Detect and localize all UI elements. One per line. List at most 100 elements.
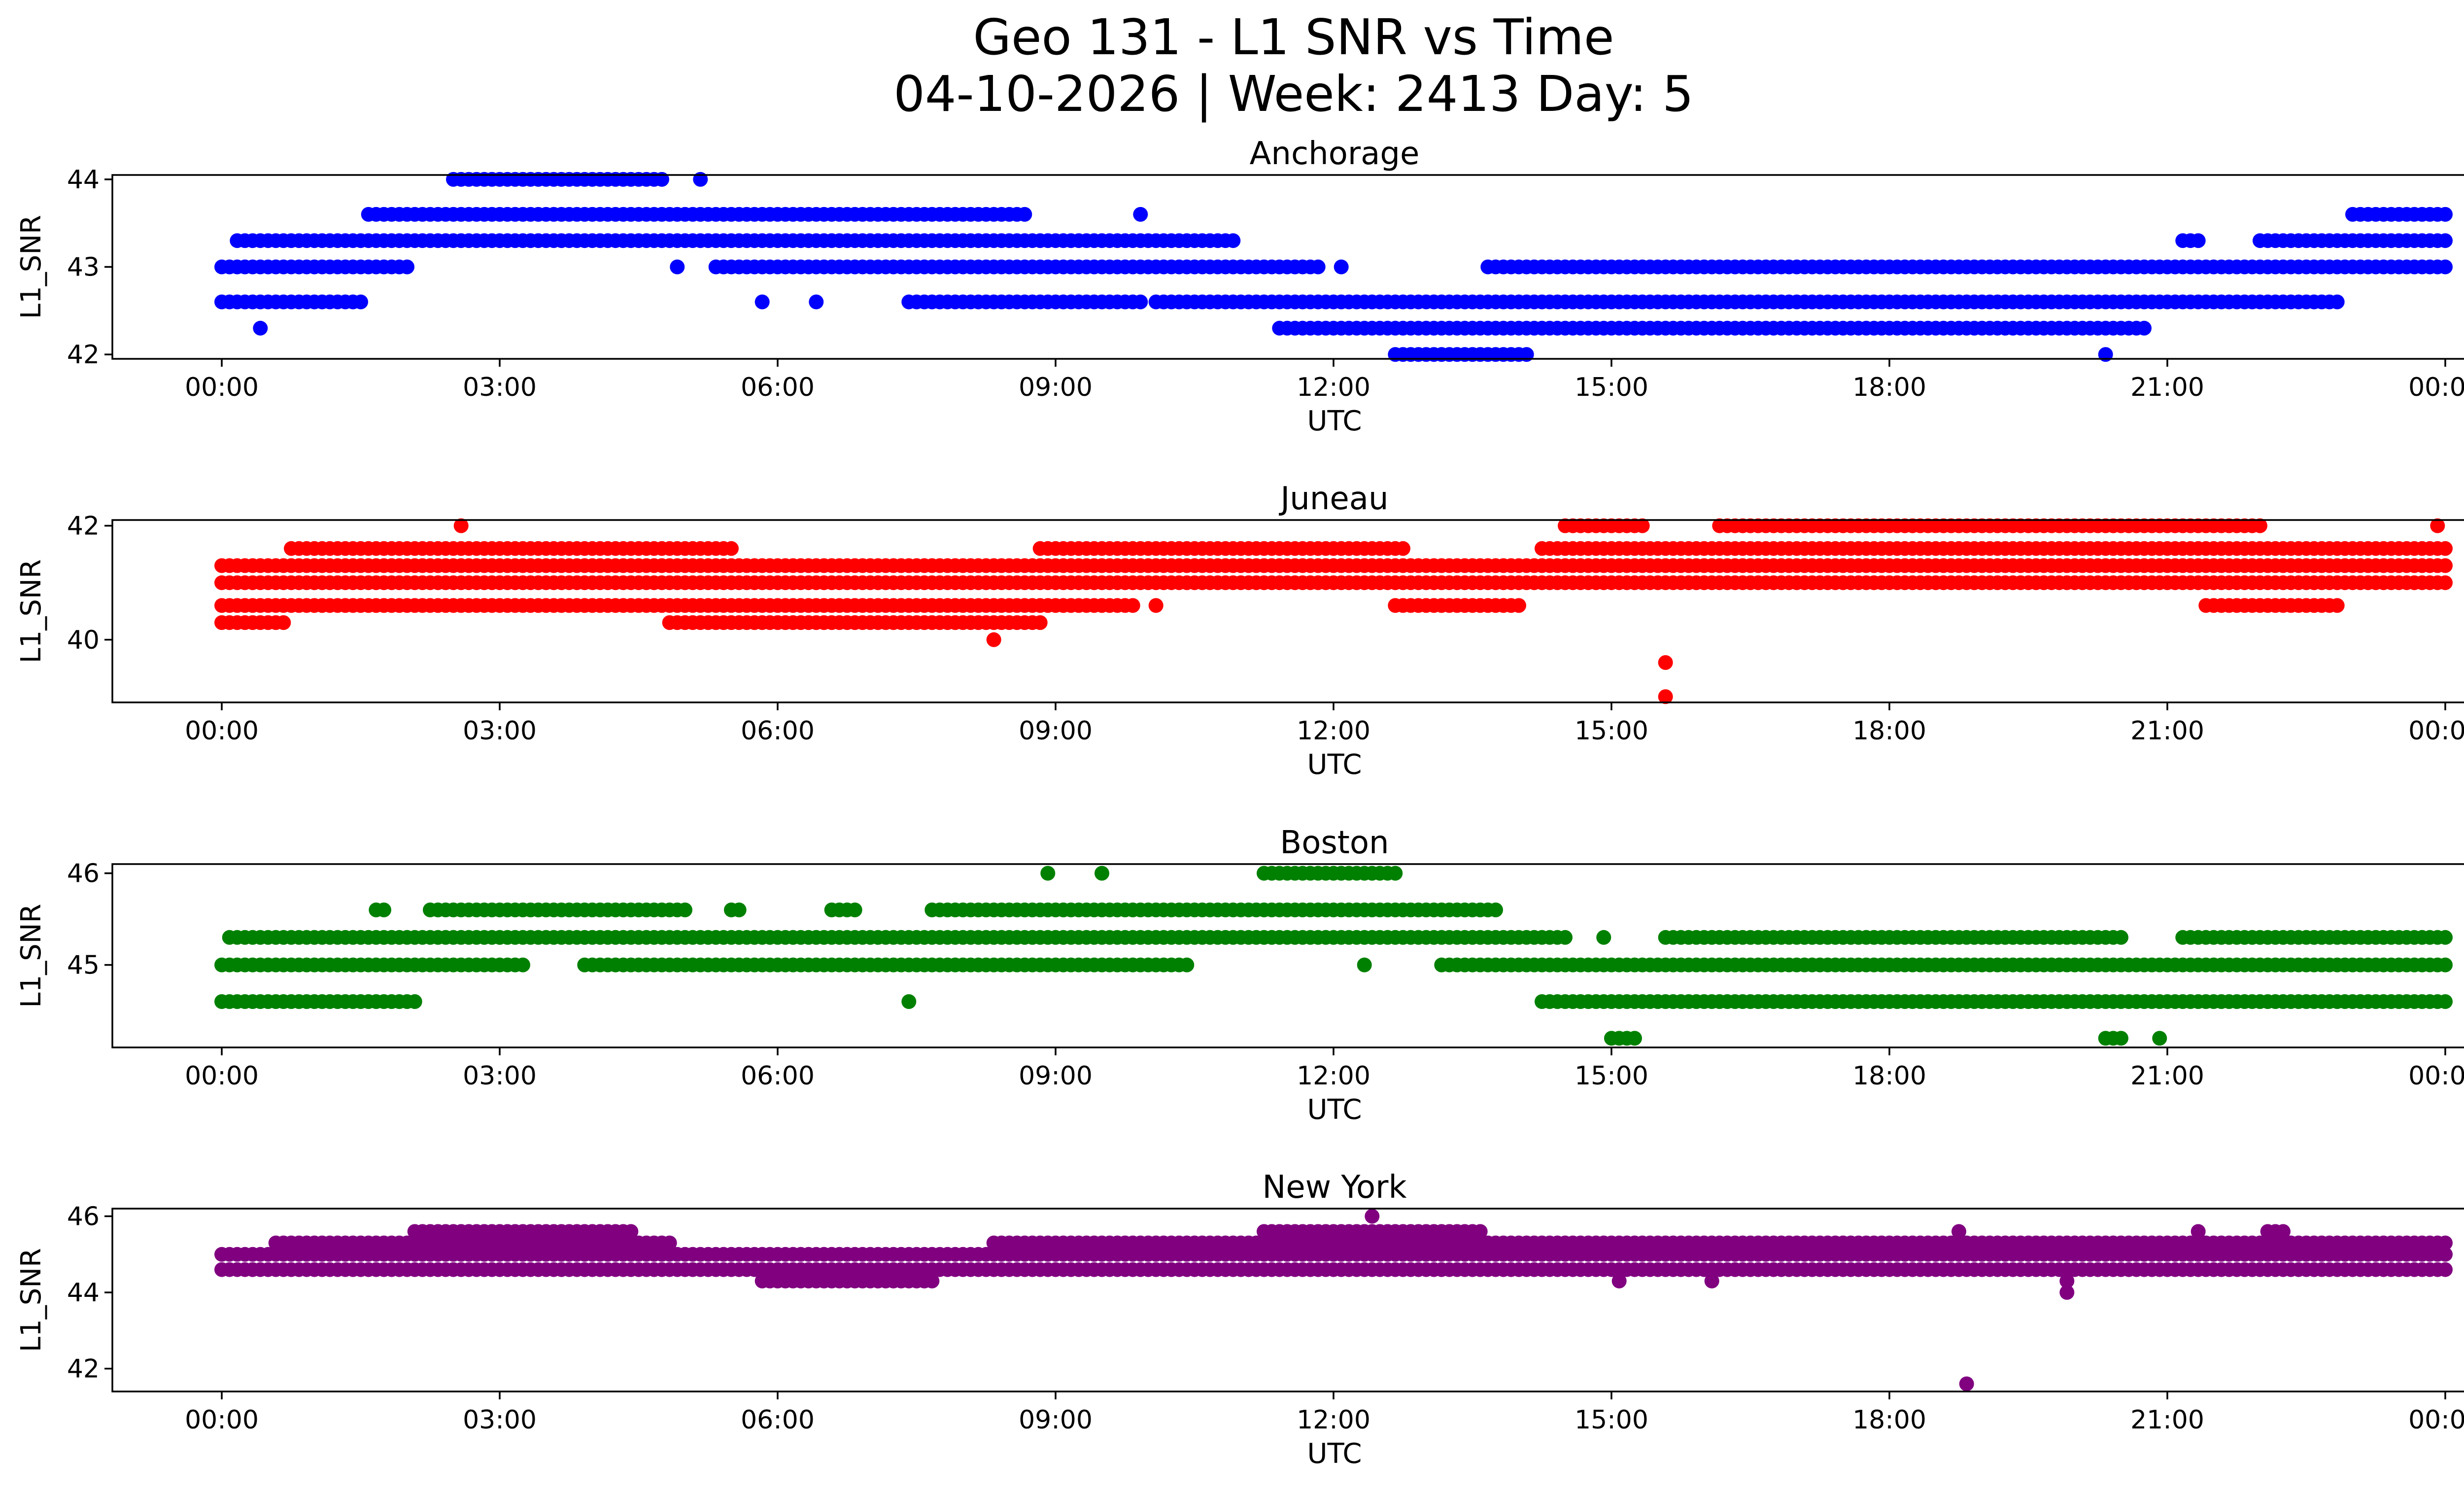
x-tick-label: 00:00 (185, 373, 259, 402)
data-point (1611, 1273, 1627, 1288)
data-point (2438, 207, 2453, 222)
juneau-points (214, 518, 2453, 704)
x-tick-label: 12:00 (1297, 1061, 1370, 1091)
x-tick-label: 15:00 (1574, 716, 1648, 746)
y-tick-label: 43 (67, 253, 100, 282)
boston-x-axis-label: UTC (1307, 1094, 1362, 1126)
x-tick-label: 12:00 (1297, 373, 1370, 402)
x-tick-label: 18:00 (1852, 373, 1926, 402)
x-tick-label: 03:00 (463, 1061, 537, 1091)
y-tick-label: 46 (67, 859, 100, 889)
data-point (353, 294, 368, 310)
data-point (2430, 518, 2445, 533)
data-point (1511, 598, 1526, 613)
data-point (2329, 294, 2345, 310)
data-point (276, 615, 291, 630)
data-point (2152, 1031, 2167, 1046)
juneau-y-axis-label: L1_SNR (15, 559, 47, 663)
juneau-axes-frame (111, 519, 2464, 703)
x-tick-label: 15:00 (1574, 1061, 1648, 1091)
data-point (731, 903, 747, 917)
y-tick-label: 42 (67, 1355, 100, 1384)
data-point (724, 541, 739, 556)
y-tick-label: 40 (67, 626, 100, 655)
x-tick-label: 00:00 (2408, 1061, 2464, 1091)
x-tick-label: 06:00 (741, 1405, 815, 1435)
data-point (1472, 1224, 1488, 1239)
x-tick-label: 03:00 (463, 1405, 537, 1435)
data-point (670, 259, 685, 275)
x-tick-label: 00:00 (185, 1405, 259, 1435)
data-point (678, 903, 692, 917)
y-tick-label: 44 (67, 165, 100, 195)
x-tick-label: 09:00 (1019, 1061, 1093, 1091)
data-point (1095, 866, 1109, 881)
data-point (754, 294, 770, 310)
data-point (1596, 930, 1611, 945)
data-point (1040, 866, 1056, 881)
boston-subplot: Boston 00:00 03:00 06:00 09:00 12:00 15:00 18:0… (15, 825, 2464, 1126)
anchorage-title: Anchorage (1250, 136, 1420, 172)
data-point (2190, 233, 2206, 248)
data-point (2438, 541, 2453, 556)
x-tick-label: 06:00 (741, 1061, 815, 1091)
subplots: Anchorage 00:00 03:00 06:00 09:00 12:00 15:00 1… (15, 136, 2464, 1470)
boston-axes-frame (111, 863, 2464, 1048)
x-tick-label: 18:00 (1852, 1405, 1926, 1435)
data-point (1388, 866, 1403, 881)
x-tick-label: 06:00 (741, 716, 815, 746)
x-tick-label: 21:00 (2130, 716, 2204, 746)
x-tick-label: 03:00 (463, 373, 537, 402)
data-point (1133, 207, 1148, 222)
data-point (1635, 518, 1650, 533)
data-point (1658, 655, 1673, 670)
x-tick-label: 00:00 (185, 1061, 259, 1091)
data-point (1704, 1273, 1719, 1288)
new-york-points (214, 1209, 2453, 1391)
figure-title-line-2: 04-10-2026 | Week: 2413 Day: 5 (893, 65, 1693, 123)
x-tick-label: 09:00 (1019, 373, 1093, 402)
data-point (407, 994, 422, 1009)
x-tick-label: 15:00 (1574, 1405, 1648, 1435)
data-point (453, 518, 469, 533)
new-york-subplot: New York 00:00 03:00 06:00 09:00 12:00 15:00 18… (15, 1169, 2464, 1470)
data-point (1951, 1224, 1966, 1239)
data-point (2137, 320, 2152, 336)
new-york-x-axis-label: UTC (1307, 1438, 1362, 1470)
data-point (901, 994, 917, 1009)
data-point (2114, 1031, 2128, 1046)
data-point (1133, 294, 1148, 310)
x-tick-label: 15:00 (1574, 373, 1648, 402)
y-tick-label: 42 (67, 340, 100, 370)
data-point (1396, 541, 1410, 556)
new-york-title: New York (1262, 1169, 1406, 1206)
juneau-subplot: Juneau 00:00 03:00 06:00 09:00 12:00 15:00 18:0… (15, 481, 2464, 781)
anchorage-y-axis-label: L1_SNR (15, 215, 47, 319)
data-point (1488, 903, 1503, 917)
y-tick-label: 42 (67, 512, 100, 541)
figure-title-line-1: Geo 131 - L1 SNR vs Time (973, 8, 1614, 66)
new-york-y-axis-label: L1_SNR (15, 1248, 47, 1352)
juneau-x-axis-label: UTC (1307, 749, 1362, 781)
y-tick-label: 46 (67, 1202, 100, 1231)
data-point (2114, 930, 2128, 945)
x-tick-label: 09:00 (1019, 1405, 1093, 1435)
anchorage-points (214, 172, 2453, 362)
y-tick-label: 45 (67, 951, 100, 980)
boston-y-axis-label: L1_SNR (15, 904, 47, 1008)
data-point (924, 1273, 940, 1288)
data-point (2438, 575, 2453, 591)
x-tick-label: 21:00 (2130, 1405, 2204, 1435)
data-point (847, 903, 862, 917)
data-point (2438, 957, 2453, 973)
data-point (2438, 994, 2453, 1009)
x-tick-label: 21:00 (2130, 1061, 2204, 1091)
x-tick-label: 00:00 (185, 716, 259, 746)
data-point (1334, 259, 1349, 275)
x-tick-label: 18:00 (1852, 1061, 1926, 1091)
x-tick-label: 21:00 (2130, 373, 2204, 402)
x-tick-label: 18:00 (1852, 716, 1926, 746)
data-point (2438, 233, 2453, 248)
data-point (1179, 957, 1195, 973)
data-point (1558, 930, 1573, 945)
